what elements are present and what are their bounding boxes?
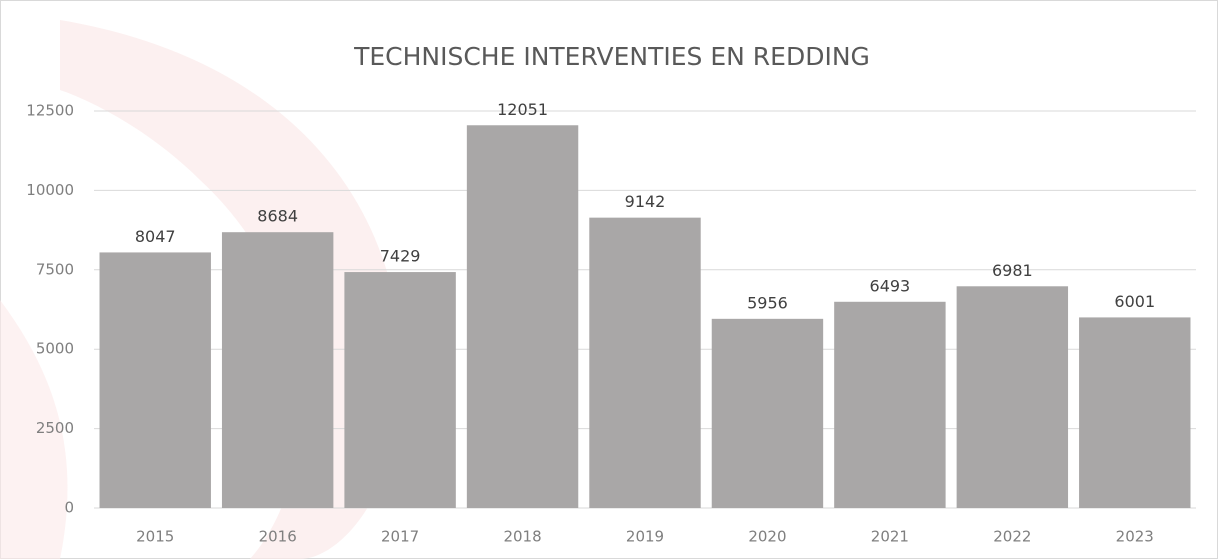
x-tick-label: 2017 <box>381 528 419 546</box>
bar <box>834 301 946 508</box>
data-label: 8047 <box>135 227 176 246</box>
x-tick-label: 2019 <box>626 528 664 546</box>
y-tick-label: 12500 <box>26 102 74 120</box>
bar <box>711 318 824 508</box>
data-label: 9142 <box>625 192 666 211</box>
bar <box>99 252 211 508</box>
x-tick-label: 2020 <box>748 528 786 546</box>
data-label: 8684 <box>257 207 298 226</box>
data-label: 6493 <box>870 276 911 295</box>
bar <box>466 125 579 508</box>
y-tick-label: 7500 <box>36 260 74 278</box>
data-label: 12051 <box>497 100 548 119</box>
y-tick-label: 0 <box>64 499 74 517</box>
data-label: 7429 <box>380 247 421 266</box>
bar <box>589 217 701 508</box>
data-label: 5956 <box>747 293 788 312</box>
bar <box>956 286 1069 508</box>
y-tick-label: 5000 <box>36 340 74 358</box>
x-tick-label: 2021 <box>871 528 909 546</box>
chart-title: TECHNISCHE INTERVENTIES EN REDDING <box>353 42 870 71</box>
watermark <box>0 300 68 559</box>
x-tick-label: 2015 <box>136 528 174 546</box>
bar <box>344 272 456 508</box>
x-tick-label: 2016 <box>259 528 297 546</box>
x-tick-label: 2022 <box>993 528 1031 546</box>
data-label: 6981 <box>992 261 1033 280</box>
x-tick-label: 2018 <box>503 528 541 546</box>
y-tick-label: 10000 <box>26 181 74 199</box>
y-tick-label: 2500 <box>36 419 74 437</box>
bar <box>1079 317 1191 508</box>
bar <box>221 232 334 508</box>
x-tick-label: 2023 <box>1116 528 1154 546</box>
data-label: 6001 <box>1114 292 1155 311</box>
